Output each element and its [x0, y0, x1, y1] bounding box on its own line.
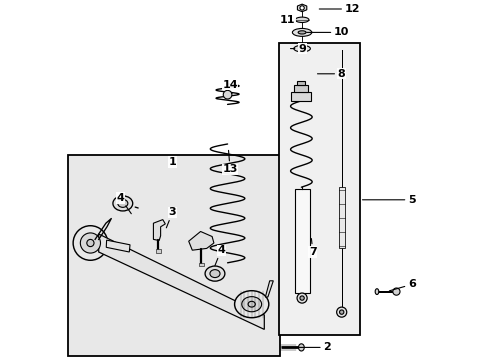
Circle shape: [80, 233, 101, 253]
Bar: [68, 155, 280, 356]
Ellipse shape: [234, 291, 268, 318]
Ellipse shape: [293, 45, 310, 52]
Ellipse shape: [292, 28, 311, 36]
Circle shape: [336, 307, 346, 317]
FancyArrowPatch shape: [135, 207, 138, 208]
Circle shape: [73, 226, 107, 260]
Polygon shape: [297, 4, 306, 12]
Text: 11: 11: [279, 15, 295, 25]
Bar: [291, 92, 310, 101]
Ellipse shape: [247, 301, 255, 307]
Polygon shape: [106, 240, 130, 252]
Text: 3: 3: [166, 207, 176, 228]
Circle shape: [299, 6, 304, 10]
Ellipse shape: [298, 31, 305, 34]
Polygon shape: [153, 220, 165, 240]
Ellipse shape: [241, 297, 261, 312]
Ellipse shape: [295, 17, 308, 23]
Bar: [278, 43, 359, 335]
Polygon shape: [188, 231, 213, 250]
Text: 10: 10: [306, 27, 348, 37]
Text: 2: 2: [295, 342, 330, 352]
Text: 1: 1: [168, 157, 176, 167]
Ellipse shape: [209, 270, 220, 278]
Text: 4: 4: [116, 193, 131, 214]
Circle shape: [392, 288, 399, 295]
Ellipse shape: [298, 48, 305, 50]
Bar: [199, 263, 203, 266]
Ellipse shape: [113, 196, 132, 211]
Text: 7: 7: [308, 239, 316, 257]
Circle shape: [299, 296, 304, 300]
Circle shape: [223, 90, 231, 99]
Circle shape: [339, 310, 343, 314]
Circle shape: [296, 293, 306, 303]
Bar: [294, 189, 309, 293]
Circle shape: [87, 239, 94, 247]
Bar: [338, 187, 344, 248]
Text: 13: 13: [222, 150, 237, 174]
Ellipse shape: [374, 289, 378, 294]
Bar: [296, 81, 305, 85]
Text: 4: 4: [215, 245, 224, 266]
Ellipse shape: [298, 344, 304, 351]
Text: 12: 12: [319, 4, 360, 14]
Ellipse shape: [118, 199, 127, 207]
Polygon shape: [99, 234, 264, 329]
Bar: [155, 249, 160, 253]
Text: 6: 6: [388, 279, 415, 291]
Polygon shape: [265, 281, 273, 297]
Ellipse shape: [204, 266, 224, 281]
Text: 8: 8: [317, 69, 345, 79]
Text: 14: 14: [222, 80, 238, 94]
Text: 9: 9: [290, 44, 305, 54]
Bar: [294, 85, 307, 92]
Text: 5: 5: [362, 195, 415, 205]
